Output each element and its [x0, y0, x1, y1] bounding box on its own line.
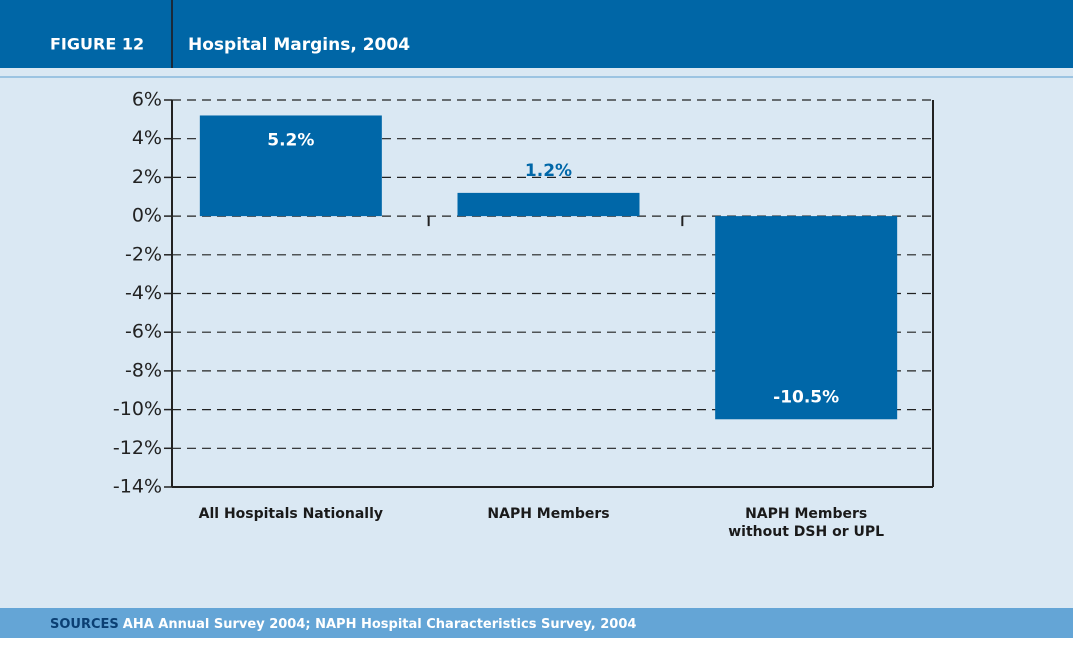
- value-label: -10.5%: [773, 387, 839, 407]
- source-label: SOURCES: [50, 617, 119, 632]
- bar: [715, 216, 898, 420]
- figure-label: FIGURE 12: [50, 35, 144, 54]
- y-tick-label: -14%: [113, 476, 162, 498]
- y-tick-label: -6%: [125, 321, 162, 343]
- bar: [199, 115, 382, 217]
- bar: [457, 192, 640, 217]
- chart-title: Hospital Margins, 2004: [188, 35, 410, 55]
- y-tick-label: -10%: [113, 398, 162, 420]
- x-tick-label: All Hospitals Nationally: [198, 506, 383, 522]
- plot: 6% 4% 2% 0% -2% -4% -6% -8% -10% -12% -14% 5.2% 1.2%…: [113, 89, 934, 498]
- y-tick-label: -8%: [125, 359, 162, 381]
- value-label: 1.2%: [525, 161, 572, 181]
- y-tick-label: 6%: [132, 89, 162, 111]
- footer-bar: [0, 608, 1073, 638]
- y-tick-label: -4%: [125, 282, 162, 304]
- source: AHA Annual Survey 2004; NAPH Hospital Ch…: [123, 617, 637, 632]
- x-tick-label: NAPH Members: [487, 506, 610, 522]
- y-tick-label: 2%: [132, 166, 162, 188]
- y-tick-label: 4%: [132, 127, 162, 149]
- y-tick-label: 0%: [132, 205, 162, 227]
- value-label: 5.2%: [267, 130, 314, 150]
- header-bar: [0, 0, 1073, 68]
- y-tick-label: -2%: [125, 243, 162, 265]
- y-tick-label: -12%: [113, 437, 162, 459]
- source-text: SOURCES AHA Annual Survey 2004; NAPH Hosp…: [50, 617, 636, 632]
- x-tick-label: NAPH Members without DSH or UPL: [728, 506, 885, 540]
